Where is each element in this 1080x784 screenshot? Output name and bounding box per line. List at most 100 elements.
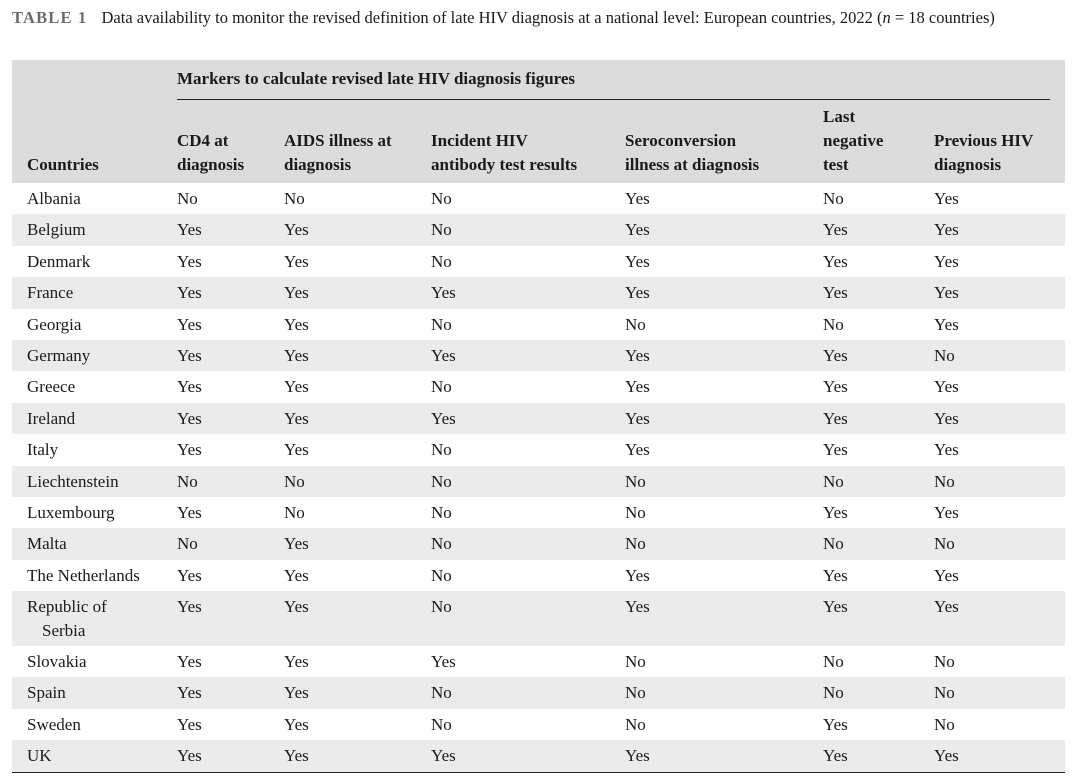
value-cell: Yes [431,345,456,365]
value-cell: Yes [177,502,202,522]
value-cell: Yes [177,314,202,334]
table-row: Belgium Yes Yes No Yes Yes Yes [12,214,1065,246]
table-row: Liechtenstein No No No No No No [12,465,1065,497]
value-cell: No [431,220,452,240]
value-cell: No [934,534,955,554]
value-cell: No [177,534,198,554]
value-cell: Yes [177,251,202,271]
value-cell: Yes [284,597,309,617]
value-cell: No [625,714,646,734]
table-row: Georgia Yes Yes No No No Yes [12,309,1065,340]
value-cell: Yes [284,683,309,703]
value-cell: No [625,534,646,554]
value-cell: Yes [625,345,650,365]
value-cell: Yes [934,746,959,766]
table-caption: TABLE 1 Data availability to monitor the … [12,6,1068,30]
value-cell: Yes [177,220,202,240]
table-body: Albania No No No Yes No Yes Belgium Yes Yes No Yes Y… [12,183,1065,772]
country-cell: Republic of Serbia [27,595,167,642]
country-cell: Luxembourg [27,502,115,522]
value-cell: No [823,652,844,672]
value-cell: No [934,345,955,365]
value-cell: Yes [284,377,309,397]
value-cell: Yes [934,597,959,617]
value-cell: Yes [625,565,650,585]
value-cell: Yes [625,597,650,617]
table-row: Malta No Yes No No No No [12,528,1065,560]
value-cell: No [431,597,452,617]
value-cell: No [284,189,305,208]
value-cell: Yes [625,377,650,397]
value-cell: Yes [177,345,202,365]
country-cell: Italy [27,440,59,460]
table-row: Italy Yes Yes No Yes Yes Yes [12,434,1065,465]
table-label: TABLE 1 [12,8,88,27]
header-column-6: Previous HIV diagnosis [934,129,1033,177]
bottom-rule [12,771,1065,773]
country-cell: UK [27,746,52,766]
value-cell: No [431,714,452,734]
value-cell: Yes [625,283,650,303]
value-cell: Yes [177,377,202,397]
value-cell: Yes [284,345,309,365]
value-cell: Yes [431,283,456,303]
value-cell: No [934,714,955,734]
country-cell: Belgium [27,220,86,240]
value-cell: Yes [284,565,309,585]
value-cell: Yes [177,408,202,428]
value-cell: Yes [823,408,848,428]
country-cell: France [27,283,74,303]
value-cell: Yes [177,283,202,303]
table-row: France Yes Yes Yes Yes Yes Yes [12,277,1065,309]
country-cell: Georgia [27,314,82,334]
value-cell: Yes [177,746,202,766]
country-cell: Ireland [27,408,76,428]
value-cell: Yes [934,220,959,240]
value-cell: No [934,471,955,491]
caption-text: Data availability to monitor the revised… [101,8,883,27]
value-cell: Yes [284,283,309,303]
country-cell: Albania [27,189,81,208]
country-cell: Malta [27,534,67,554]
value-cell: No [823,534,844,554]
value-cell: Yes [284,714,309,734]
country-cell: Germany [27,345,91,365]
value-cell: Yes [934,565,959,585]
value-cell: Yes [934,251,959,271]
header-column-2: AIDS illness at diagnosis [284,129,392,177]
value-cell: Yes [823,502,848,522]
table-row: The Netherlands Yes Yes No Yes Yes Yes [12,560,1065,591]
table-row: Germany Yes Yes Yes Yes Yes No [12,339,1065,372]
value-cell: Yes [934,314,959,334]
country-cell-line-1: Republic of [27,597,107,617]
value-cell: Yes [625,251,650,271]
value-cell: No [625,314,646,334]
value-cell: Yes [625,746,650,766]
value-cell: Yes [177,714,202,734]
value-cell: Yes [177,597,202,617]
value-cell: No [431,471,452,491]
table-row: Slovakia Yes Yes Yes No No No [12,646,1065,677]
value-cell: No [823,471,844,491]
value-cell: No [823,314,844,334]
value-cell: Yes [284,746,309,766]
value-cell: Yes [284,440,309,460]
country-cell: Slovakia [27,652,87,672]
header-column-5-line-3: test [823,155,849,174]
table-row: Sweden Yes Yes No No Yes No [12,709,1065,740]
header-column-5: Last negative test [823,105,883,177]
country-cell: The Netherlands [27,565,140,585]
value-cell: Yes [823,714,848,734]
table-row: Denmark Yes Yes No Yes Yes Yes [12,246,1065,277]
value-cell: No [431,565,452,585]
value-cell: No [823,683,844,703]
value-cell: No [934,652,955,672]
value-cell: Yes [823,377,848,397]
table-row: Spain Yes Yes No No No No [12,677,1065,709]
value-cell: Yes [625,220,650,240]
value-cell: Yes [823,597,848,617]
header-column-2-line-1: AIDS illness at [284,131,392,150]
value-cell: Yes [823,345,848,365]
header-column-4-line-2: illness at diagnosis [625,155,760,174]
value-cell: No [625,502,646,522]
